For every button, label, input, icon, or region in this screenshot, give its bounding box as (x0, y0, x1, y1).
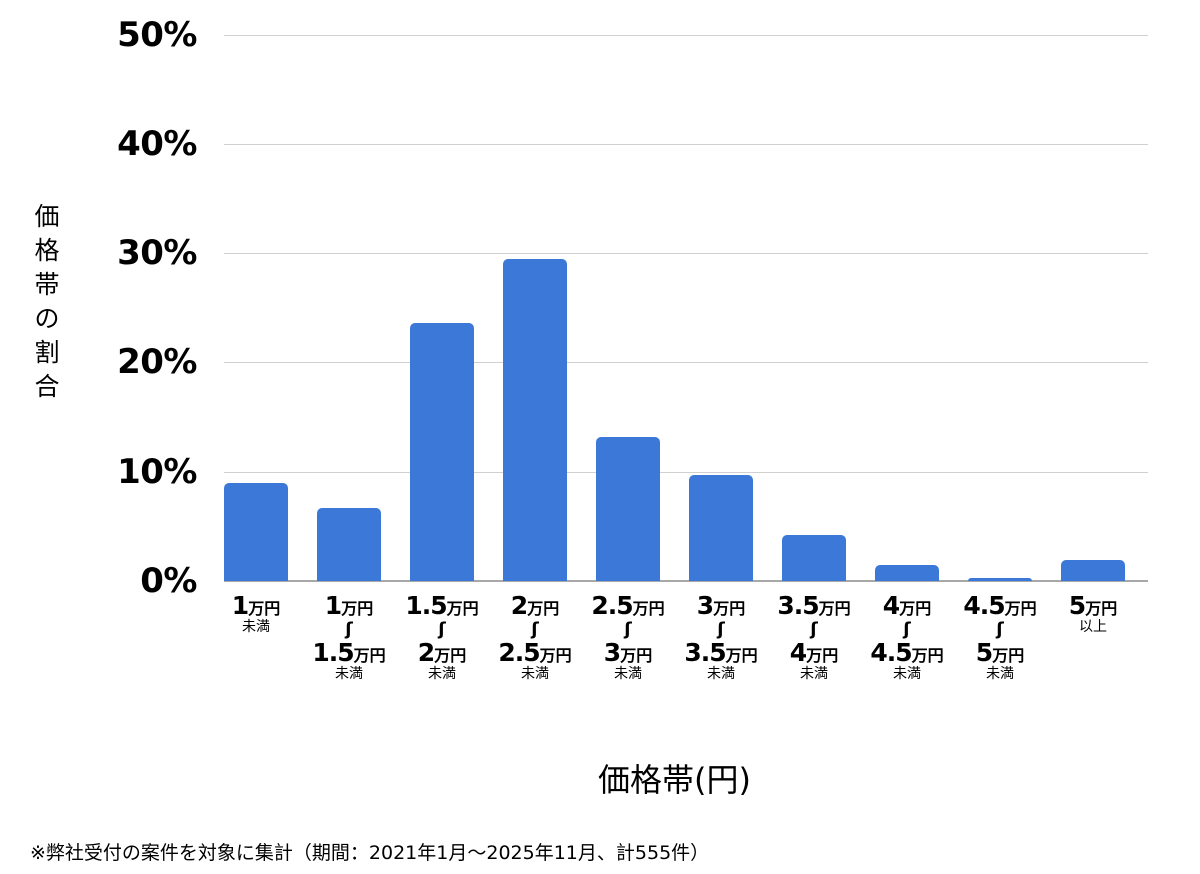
range-wave: ʃ (903, 619, 911, 640)
to-value: 1.5 (312, 638, 354, 667)
to-unit: 万円 (911, 646, 944, 665)
from-value: 1 (231, 591, 249, 620)
x-tick-label: 4.5万円 ʃ 5万円 未満 (945, 593, 1055, 681)
range-wave: ʃ (438, 619, 446, 640)
from-unit: 万円 (1004, 599, 1037, 618)
y-title-char: の (34, 304, 60, 333)
range-wave: ʃ (810, 619, 818, 640)
to-unit: 万円 (806, 646, 839, 665)
y-axis-title: 価格帯の割合 (32, 200, 62, 404)
range-suffix: 未満 (521, 666, 549, 682)
to-value: 4 (789, 638, 807, 667)
from-value: 4 (882, 591, 900, 620)
x-tick-label: 2.5万円 ʃ 3万円 未満 (573, 593, 683, 681)
gridline (224, 143, 1148, 145)
range-suffix: 未満 (428, 666, 456, 682)
y-title-char: 合 (34, 372, 60, 401)
from-value: 4.5 (963, 591, 1005, 620)
to-value: 2.5 (498, 638, 540, 667)
y-tick-label: 0% (140, 561, 197, 601)
range-suffix: 未満 (614, 666, 642, 682)
x-tick-label: 5万円 以上 (1038, 593, 1148, 634)
gridline (224, 362, 1148, 364)
from-value: 2.5 (591, 591, 633, 620)
x-tick-label: 2万円 ʃ 2.5万円 未満 (480, 593, 590, 681)
x-tick-label: 1万円 ʃ 1.5万円 未満 (294, 593, 404, 681)
range-suffix: 未満 (893, 666, 921, 682)
from-unit: 万円 (1085, 599, 1118, 618)
x-tick-label: 3.5万円 ʃ 4万円 未満 (759, 593, 869, 681)
y-tick-label: 30% (117, 233, 197, 274)
y-title-char: 格 (34, 236, 60, 265)
bar (224, 482, 288, 581)
x-tick-label: 1万円 未満 (201, 593, 311, 634)
from-unit: 万円 (713, 599, 746, 618)
from-unit: 万円 (248, 599, 281, 618)
range-suffix: 未満 (800, 666, 828, 682)
to-unit: 万円 (434, 646, 467, 665)
to-unit: 万円 (539, 646, 572, 665)
to-unit: 万円 (620, 646, 653, 665)
from-value: 5 (1068, 591, 1086, 620)
from-unit: 万円 (527, 599, 560, 618)
footnote: ※弊社受付の案件を対象に集計（期間：2021年1月〜2025年11月、計555件… (30, 842, 710, 864)
range-wave: ʃ (531, 619, 539, 640)
bar (689, 474, 753, 581)
range-wave: ʃ (624, 619, 632, 640)
bar (317, 507, 381, 581)
to-unit: 万円 (992, 646, 1025, 665)
x-tick-label: 1.5万円 ʃ 2万円 未満 (387, 593, 497, 681)
range-wave: ʃ (996, 619, 1004, 640)
to-value: 3 (603, 638, 621, 667)
range-wave: ʃ (717, 619, 725, 640)
from-unit: 万円 (818, 599, 851, 618)
from-unit: 万円 (341, 599, 374, 618)
y-title-char: 価 (34, 202, 60, 231)
bar (782, 535, 846, 581)
x-tick-label: 3万円 ʃ 3.5万円 未満 (666, 593, 776, 681)
from-value: 2 (510, 591, 528, 620)
from-unit: 万円 (446, 599, 479, 618)
to-value: 4.5 (870, 638, 912, 667)
y-tick-label: 50% (117, 14, 197, 55)
to-value: 3.5 (684, 638, 726, 667)
y-title-char: 帯 (34, 270, 60, 299)
bar (968, 577, 1032, 581)
range-suffix: 未満 (242, 619, 270, 635)
to-unit: 万円 (353, 646, 386, 665)
bar (1061, 560, 1125, 581)
to-value: 2 (417, 638, 435, 667)
range-wave: ʃ (345, 619, 353, 640)
gridline (224, 34, 1148, 36)
gridline (224, 471, 1148, 473)
y-tick-label: 40% (117, 123, 197, 164)
y-title-char: 割 (34, 338, 60, 367)
x-axis-baseline (224, 580, 1148, 582)
gridline (224, 253, 1148, 255)
to-value: 5 (975, 638, 993, 667)
range-suffix: 以上 (1079, 619, 1107, 635)
bar (875, 564, 939, 581)
from-value: 1.5 (405, 591, 447, 620)
bar (596, 436, 660, 581)
from-unit: 万円 (899, 599, 932, 618)
from-value: 3.5 (777, 591, 819, 620)
range-suffix: 未満 (335, 666, 363, 682)
bar (410, 323, 474, 581)
y-tick-label: 10% (117, 451, 197, 492)
from-value: 1 (324, 591, 342, 620)
range-suffix: 未満 (986, 666, 1014, 682)
x-tick-label: 4万円 ʃ 4.5万円 未満 (852, 593, 962, 681)
from-unit: 万円 (632, 599, 665, 618)
y-tick-label: 20% (117, 342, 197, 383)
from-value: 3 (696, 591, 714, 620)
bar (503, 258, 567, 581)
x-axis-title: 価格帯(円) (598, 761, 751, 799)
range-suffix: 未満 (707, 666, 735, 682)
to-unit: 万円 (725, 646, 758, 665)
